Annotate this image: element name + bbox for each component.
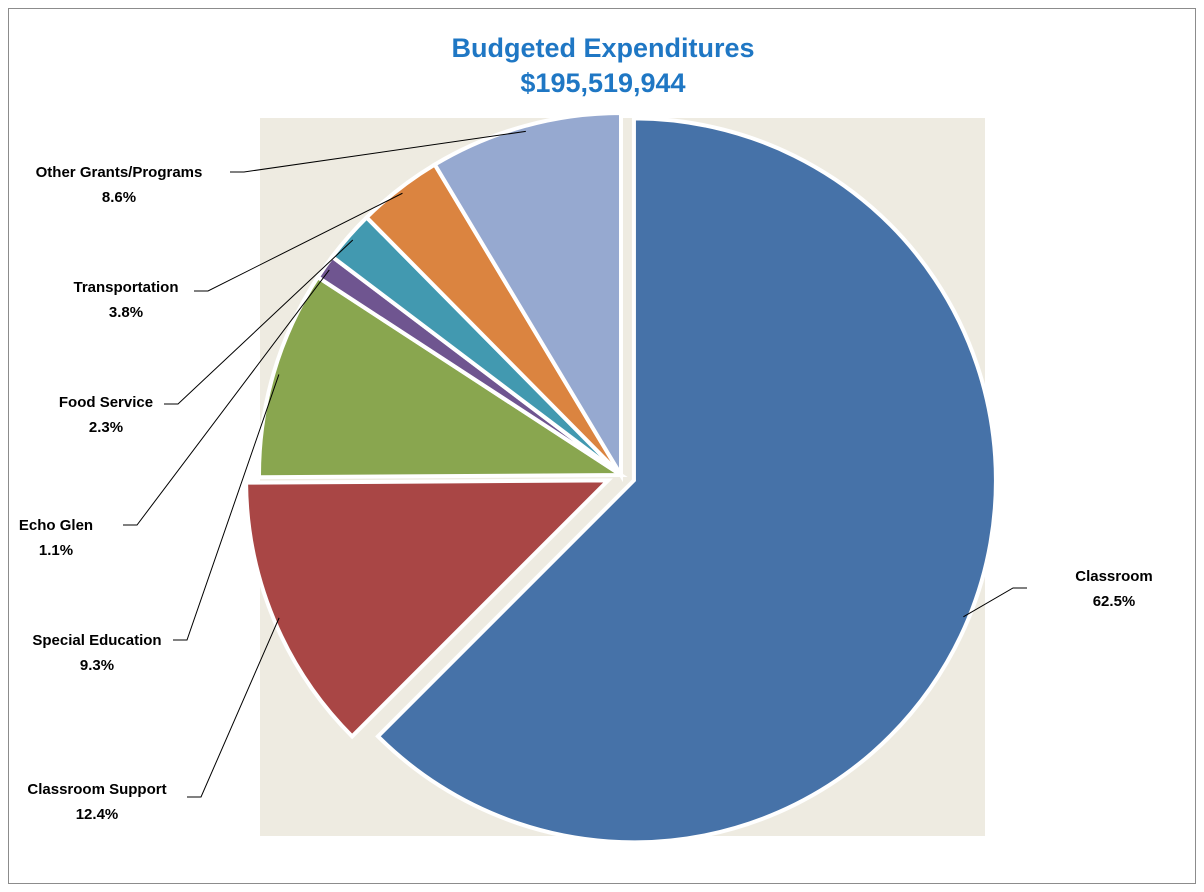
chart-frame: Budgeted Expenditures $195,519,944 Class… bbox=[8, 8, 1196, 884]
leader-line-special-education bbox=[173, 374, 280, 641]
slice-label-name: Echo Glen bbox=[19, 517, 93, 534]
pie-slice-special-education bbox=[257, 274, 628, 480]
slice-label-percent: 8.6% bbox=[102, 189, 136, 206]
leader-line-other-grants-programs bbox=[230, 130, 526, 173]
chart-title-block: Budgeted Expenditures $195,519,944 bbox=[9, 31, 1197, 101]
slice-label-percent: 9.3% bbox=[80, 657, 114, 674]
slice-label-name: Special Education bbox=[32, 632, 161, 649]
leader-line-classroom-support bbox=[187, 617, 280, 798]
slice-label-percent: 62.5% bbox=[1093, 593, 1136, 610]
pie-chart: Classroom 62.5% Classroom Support 12.4% Spec… bbox=[19, 110, 1153, 845]
slice-label-name: Classroom bbox=[1075, 568, 1153, 585]
leader-line-transportation bbox=[194, 192, 403, 292]
slice-label-percent: 2.3% bbox=[89, 419, 123, 436]
leader-lines bbox=[123, 130, 1027, 798]
slice-label-name: Transportation bbox=[73, 279, 178, 296]
slice-labels: Classroom 62.5% Classroom Support 12.4% Spec… bbox=[19, 164, 1153, 823]
leader-line-food-service bbox=[164, 239, 354, 405]
slice-label-name: Food Service bbox=[59, 394, 153, 411]
slice-label-percent: 1.1% bbox=[39, 542, 73, 559]
slice-label-name: Other Grants/Programs bbox=[36, 164, 203, 181]
slice-label-percent: 3.8% bbox=[109, 304, 143, 321]
leader-line-classroom bbox=[963, 587, 1027, 618]
slice-label-percent: 12.4% bbox=[76, 806, 119, 823]
pie-slices bbox=[244, 110, 998, 845]
slice-label-name: Classroom Support bbox=[27, 781, 166, 798]
chart-title: Budgeted Expenditures bbox=[451, 33, 755, 63]
chart-subtitle: $195,519,944 bbox=[520, 68, 686, 98]
pie-slice-classroom-support bbox=[244, 478, 613, 740]
pie-slice-classroom bbox=[375, 116, 998, 845]
leader-line-echo-glen bbox=[123, 269, 330, 526]
pie-slice-other-grants-programs bbox=[432, 110, 623, 483]
